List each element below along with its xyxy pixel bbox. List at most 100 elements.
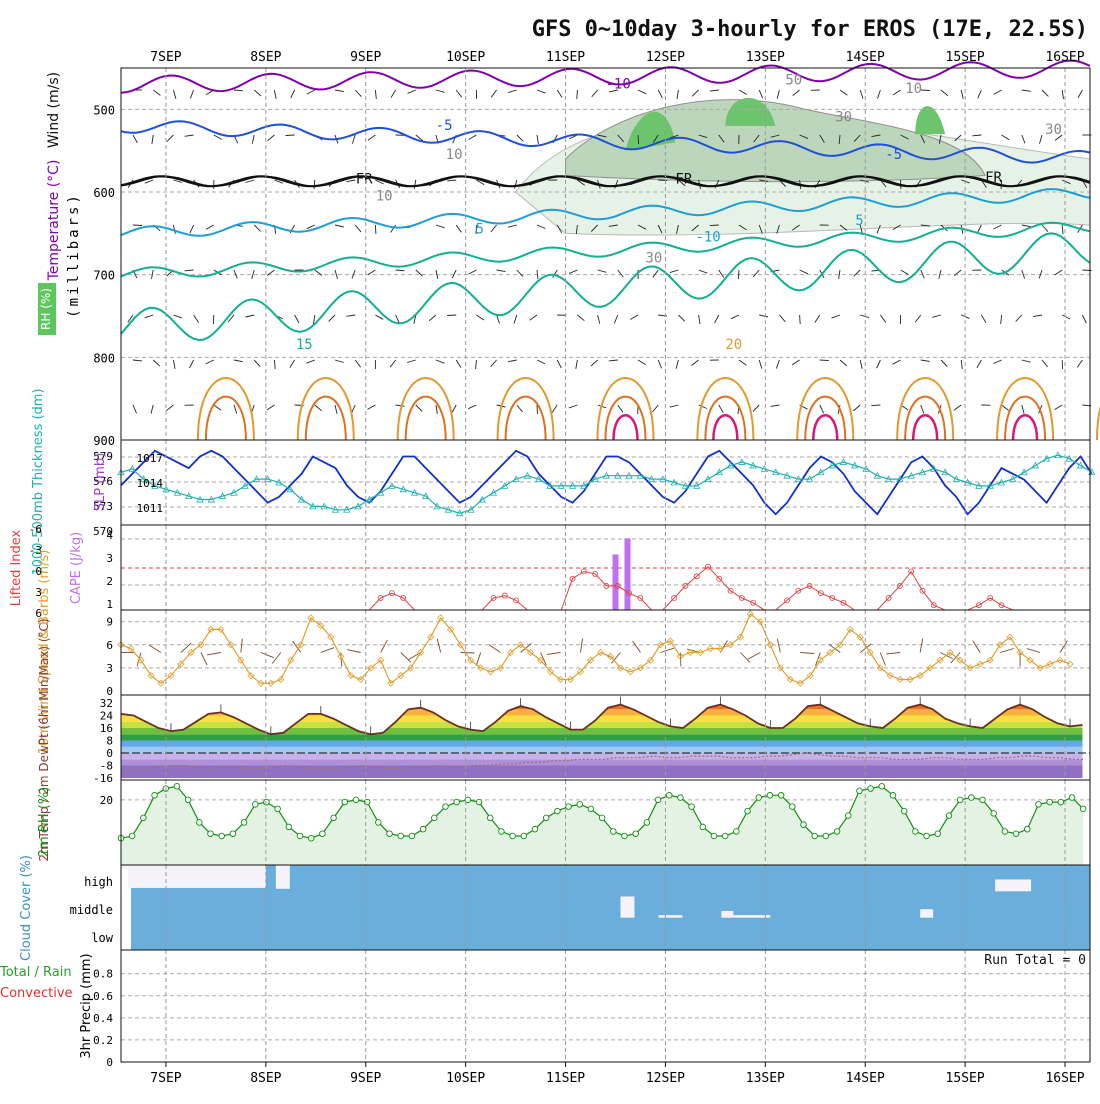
wind-barb: [286, 135, 295, 136]
wind-barb: [508, 225, 517, 227]
wind-barb: [1022, 135, 1025, 143]
temp-contour-25: [406, 397, 446, 440]
temp-contour-25: [905, 397, 945, 440]
wind-barb: [254, 90, 261, 96]
wind-barb: [252, 270, 255, 279]
rh-marker: [689, 804, 695, 810]
wind-barb-10m: [201, 653, 207, 666]
wind-barb: [1033, 315, 1042, 317]
wind-barb: [517, 405, 523, 412]
wind-barb: [173, 90, 176, 99]
wind-barb: [416, 405, 422, 411]
wind-barb: [854, 270, 861, 276]
cloud-gap: [920, 909, 933, 918]
rh-marker: [1002, 829, 1008, 835]
wind-barb-10m: [581, 639, 583, 653]
rh-marker: [331, 815, 337, 821]
wind-barb-10m: [476, 653, 480, 666]
wind-barb-10m: [261, 653, 274, 658]
wind-barb: [335, 90, 344, 92]
wind-barb: [719, 270, 724, 278]
wind-barb: [820, 405, 824, 413]
rh-label: 2m RH (%): [37, 787, 52, 858]
wind-barb: [436, 360, 444, 363]
rh-marker: [745, 808, 751, 814]
rh-marker: [308, 835, 314, 841]
rh-marker: [1036, 802, 1042, 808]
wind-barb: [346, 315, 355, 316]
wind-barb: [491, 90, 496, 97]
wind-barb-10m: [880, 653, 885, 666]
date-label-top: 9SEP: [350, 50, 381, 65]
rh-marker: [734, 829, 740, 835]
date-label-top: 14SEP: [846, 50, 885, 65]
rh-tick: 20: [100, 794, 113, 807]
rh-marker: [1080, 806, 1086, 812]
wind-barb: [776, 360, 779, 369]
wind-barb-10m: [1060, 641, 1067, 653]
contour-label: 30: [645, 250, 662, 266]
rh-marker: [666, 792, 672, 798]
rh-marker: [678, 795, 684, 801]
wind-barb: [840, 90, 847, 95]
wind-barb-10m: [740, 653, 750, 663]
wind-barb-10m: [800, 653, 814, 654]
wind-barb: [254, 225, 260, 231]
temp-contour-25: [805, 397, 845, 440]
contour-label: 5: [476, 221, 484, 237]
wind-barb: [598, 270, 607, 272]
rh-marker: [521, 833, 527, 839]
wind-barb: [853, 405, 860, 411]
temp-contour-30: [813, 415, 837, 440]
rh-shade-high: [915, 106, 945, 134]
wind-barb: [840, 360, 847, 366]
contour-label: -10: [606, 77, 631, 93]
cloud-gap: [276, 865, 290, 889]
rh-marker: [991, 811, 997, 817]
rh-marker: [230, 831, 236, 837]
wind-barb: [1002, 135, 1010, 140]
rh-marker: [387, 831, 393, 837]
rh-marker: [185, 797, 191, 803]
wind-barb: [1001, 315, 1002, 324]
contour-label: 30: [1045, 122, 1062, 138]
wind-barb: [1042, 360, 1048, 367]
wind-barb: [759, 315, 768, 317]
wind-barb: [759, 360, 762, 369]
wind-barb: [759, 90, 763, 98]
rh-marker: [532, 826, 538, 832]
rh-marker: [890, 792, 896, 798]
wind-barb: [921, 270, 925, 278]
cape-bar: [624, 538, 630, 610]
wind-barb: [653, 270, 658, 277]
wind-barb: [1062, 225, 1063, 234]
wind-barb: [206, 360, 214, 364]
wind-barb: [508, 90, 517, 93]
wind-barb: [932, 315, 941, 317]
wind-barb: [368, 405, 376, 409]
wind-barb: [994, 225, 1002, 229]
wind-barb: [576, 360, 578, 369]
wind-barb: [429, 315, 436, 321]
wind-barb: [800, 270, 808, 274]
rh-marker: [252, 802, 258, 808]
wind-barb: [739, 90, 747, 95]
wind-barb: [167, 135, 173, 141]
temp-contour-25: [206, 397, 246, 440]
wind-barb: [961, 90, 963, 99]
cape-tick: 2: [106, 575, 113, 588]
wind-barb: [591, 360, 598, 366]
wind-barb: [1055, 405, 1063, 410]
wind-barb: [307, 90, 315, 94]
wind-barb-10m: [207, 653, 221, 655]
wind-barb: [921, 405, 924, 414]
y-axis-label: (millibars): [66, 192, 82, 318]
wind-barb: [476, 360, 477, 369]
cloud-gap: [721, 911, 733, 918]
cape-label: CAPE (J/kg): [69, 532, 84, 604]
cloud-tick: middle: [70, 903, 113, 917]
temp-contour-25: [306, 397, 346, 440]
date-label-bottom: 9SEP: [350, 1071, 381, 1086]
